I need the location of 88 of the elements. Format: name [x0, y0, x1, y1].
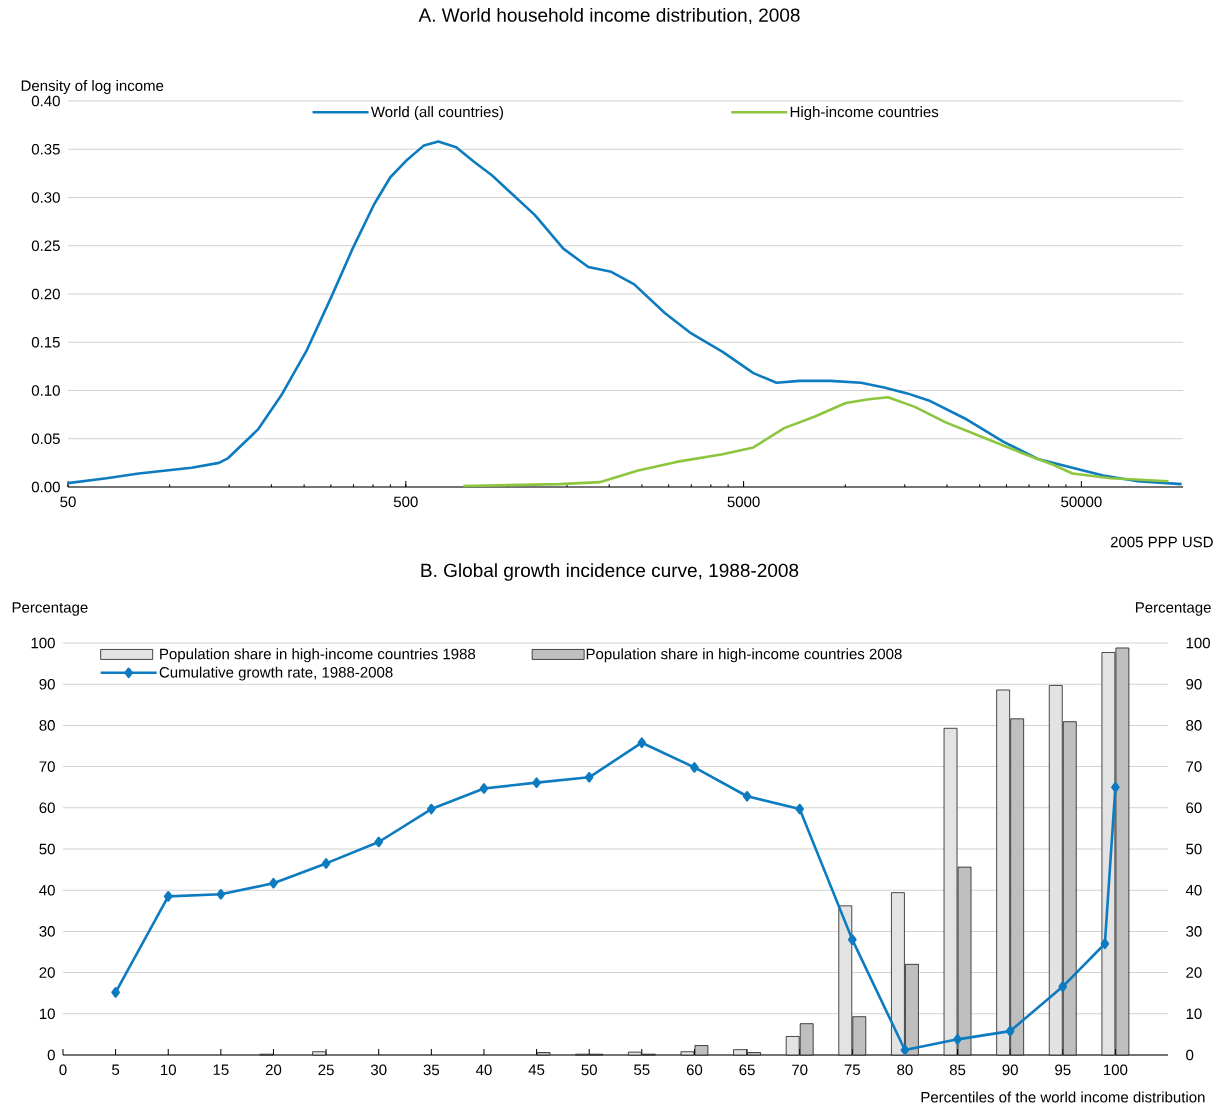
point [637, 737, 647, 748]
x-tick-label: 10 [161, 1064, 176, 1076]
x-tick-label: 65 [739, 1064, 755, 1076]
point [953, 1034, 962, 1045]
y-axis-title: Density of log income [21, 80, 164, 94]
y-tick-label: 0.05 [31, 433, 60, 445]
point [1111, 781, 1120, 793]
legend-label: Cumulative growth rate, 1988-2008 [159, 666, 393, 681]
legend-label: World (all countries) [370, 106, 504, 121]
y-tick-label: 0 [47, 1049, 55, 1061]
point [1100, 938, 1110, 950]
y-tick-label: 70 [39, 761, 55, 772]
x-tick-label: 50 [581, 1064, 597, 1076]
chart-title: A. World household income distribution, 2008 [418, 7, 800, 25]
y-tick-label: 80 [39, 720, 55, 731]
chart-title: B. Global growth incidence curve, 1988-2008 [421, 563, 799, 581]
x-tick-label: 60 [686, 1064, 703, 1076]
x-tick-label: 25 [318, 1064, 334, 1076]
y-tick-label: 30 [39, 926, 55, 937]
x-tick-label: 40 [475, 1064, 492, 1076]
y-axis-title: Percentage [12, 602, 88, 616]
x-tick-label: 95 [1055, 1064, 1071, 1076]
point [584, 772, 594, 783]
x-tick-label: 35 [423, 1064, 440, 1076]
y2-tick-label: 40 [1185, 884, 1202, 896]
x-tick-label: 100 [1104, 1064, 1128, 1076]
y-tick-label: 0.00 [31, 481, 60, 493]
point [163, 891, 173, 902]
y2-tick-label: 60 [1186, 802, 1202, 814]
y2-tick-label: 70 [1186, 761, 1202, 772]
y-tick-label: 0.20 [31, 288, 60, 300]
point [742, 790, 752, 802]
x-tick-label: 50 [60, 496, 76, 508]
point [111, 987, 120, 998]
x-axis-title: 2005 PPP USD [1110, 536, 1213, 548]
y2-tick-label: 80 [1186, 720, 1202, 731]
x-tick-label: 55 [634, 1064, 650, 1075]
y-tick-label: 0.25 [31, 240, 60, 252]
y-tick-label: 40 [39, 884, 55, 896]
y-tick-label: 50 [39, 843, 55, 855]
x-tick-label: 5 [112, 1064, 120, 1075]
y2-tick-label: 10 [1186, 1008, 1202, 1020]
y2-tick-label: 90 [1186, 678, 1202, 690]
x-tick-label: 50000 [1061, 496, 1102, 508]
legend-label: Population share in high-income countries 2008 [586, 648, 902, 663]
point [1005, 1025, 1015, 1037]
y2-tick-label: 100 [1186, 637, 1210, 649]
point [427, 803, 436, 815]
y2-tick-label: 30 [1186, 926, 1202, 937]
x-tick-label: 90 [1002, 1064, 1018, 1076]
point [848, 934, 857, 945]
x-tick-label: 85 [949, 1064, 966, 1076]
point [690, 762, 699, 773]
legend-label: High-income countries [790, 106, 939, 121]
point [374, 836, 384, 848]
y-tick-label: 0.35 [31, 143, 60, 155]
y-tick-label: 10 [39, 1008, 55, 1020]
x-tick-label: 500 [393, 496, 418, 508]
y2-tick-label: 50 [1186, 843, 1202, 855]
point [1058, 981, 1068, 992]
point [795, 803, 804, 815]
legend-label: Population share in high-income countries 1988 [160, 648, 476, 663]
y-tick-label: 0.40 [31, 95, 60, 107]
point [216, 889, 226, 900]
point [269, 877, 278, 889]
y-tick-label: 20 [39, 967, 55, 978]
x-tick-label: 15 [213, 1064, 229, 1075]
y-tick-label: 0.15 [31, 336, 60, 348]
y2-tick-label: 20 [1186, 967, 1202, 978]
x-axis-title: Percentiles of the world income distribution [921, 1091, 1205, 1103]
y-tick-label: 90 [39, 678, 55, 690]
point [479, 783, 489, 794]
y2-tick-label: 0 [1186, 1049, 1194, 1061]
x-tick-label: 20 [265, 1064, 282, 1076]
x-tick-label: 80 [897, 1064, 913, 1076]
x-tick-label: 45 [528, 1064, 545, 1075]
y-tick-label: 0.10 [31, 385, 60, 396]
point [900, 1044, 910, 1056]
x-tick-label: 75 [844, 1064, 861, 1075]
x-tick-label: 5000 [727, 496, 760, 508]
y-tick-label: 0.30 [31, 192, 60, 203]
point [321, 858, 331, 869]
x-tick-label: 30 [370, 1064, 387, 1076]
y-tick-label: 100 [31, 637, 55, 649]
x-tick-label: 70 [792, 1064, 808, 1076]
y2-axis-title: Percentage [1135, 602, 1211, 616]
point [532, 777, 541, 788]
y-tick-label: 60 [39, 802, 55, 814]
